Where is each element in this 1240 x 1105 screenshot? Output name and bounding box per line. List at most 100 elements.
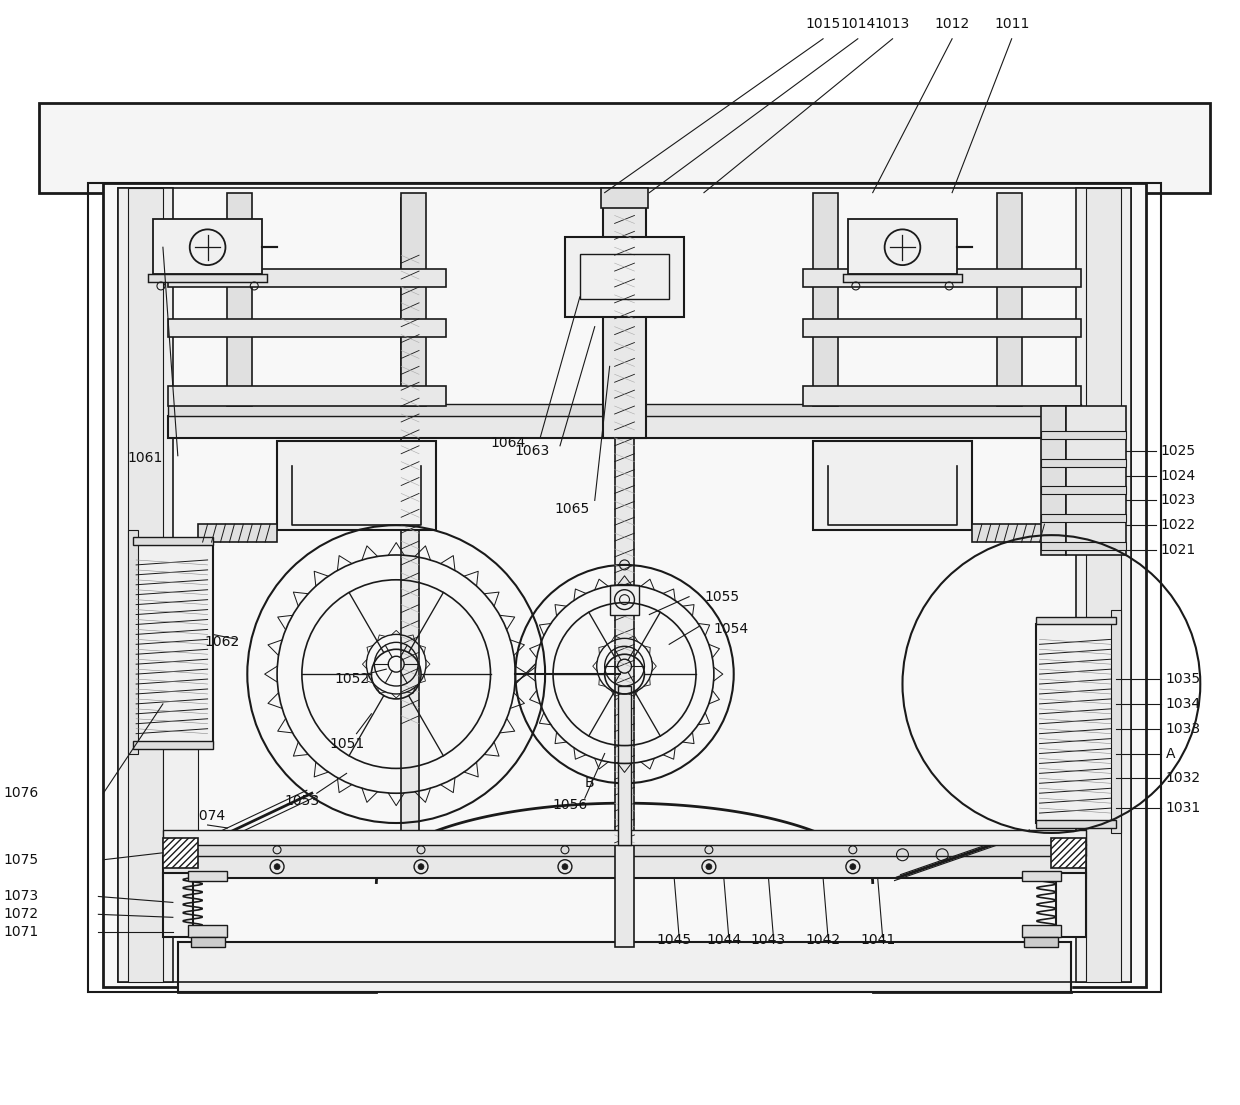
Bar — [610, 585, 640, 614]
Circle shape — [562, 864, 568, 870]
Bar — [843, 274, 962, 282]
Text: 1031: 1031 — [1166, 801, 1200, 815]
Polygon shape — [1052, 838, 1086, 867]
Bar — [1042, 406, 1066, 555]
Bar — [133, 740, 212, 748]
Bar — [1056, 873, 1086, 937]
Text: 1072: 1072 — [4, 907, 38, 922]
Bar — [1037, 617, 1116, 624]
Bar — [1042, 543, 1126, 550]
Text: 1051: 1051 — [329, 737, 365, 750]
Bar — [972, 524, 1052, 543]
Bar — [1042, 514, 1126, 523]
Bar — [167, 318, 446, 337]
Text: 1033: 1033 — [1166, 722, 1200, 736]
Text: 1021: 1021 — [1161, 543, 1195, 557]
Bar — [1111, 610, 1121, 833]
Bar — [1022, 871, 1061, 881]
Bar — [1042, 486, 1126, 494]
Bar — [615, 192, 635, 947]
Bar — [162, 855, 1086, 877]
Text: 1034: 1034 — [1166, 697, 1200, 711]
Bar — [1023, 937, 1058, 947]
Bar — [997, 192, 1022, 406]
Bar — [187, 925, 227, 937]
Bar — [402, 192, 427, 406]
Bar — [167, 415, 1081, 438]
Bar — [804, 318, 1081, 337]
Bar — [118, 188, 172, 982]
Bar — [1037, 820, 1116, 828]
Text: 1061: 1061 — [128, 451, 162, 465]
Bar — [603, 200, 646, 438]
Text: 1065: 1065 — [554, 503, 590, 516]
Text: 1062: 1062 — [205, 635, 241, 650]
Bar — [1042, 459, 1126, 466]
Text: 1022: 1022 — [1161, 518, 1195, 533]
Bar — [565, 238, 684, 317]
Text: 1035: 1035 — [1166, 672, 1200, 686]
Bar — [38, 103, 1210, 192]
Bar — [187, 871, 227, 881]
Circle shape — [849, 864, 856, 870]
Text: 1014: 1014 — [841, 17, 875, 31]
Text: 1053: 1053 — [284, 794, 320, 808]
Bar — [402, 198, 419, 843]
Bar — [148, 274, 267, 282]
Text: 1041: 1041 — [861, 933, 895, 947]
Bar — [162, 873, 192, 937]
Text: 1074: 1074 — [190, 809, 226, 823]
Text: 1052: 1052 — [334, 672, 370, 686]
Bar — [162, 830, 1086, 845]
Text: 1075: 1075 — [4, 853, 38, 866]
Bar — [1022, 925, 1061, 937]
Text: A: A — [1166, 747, 1176, 760]
Bar — [804, 387, 1081, 406]
Bar — [618, 686, 631, 845]
Bar — [1037, 624, 1116, 823]
Bar — [813, 192, 838, 406]
Bar — [804, 270, 1081, 287]
Circle shape — [418, 864, 424, 870]
Bar — [813, 441, 972, 530]
Text: 1055: 1055 — [704, 590, 739, 603]
Bar — [1086, 188, 1121, 982]
Text: 1015: 1015 — [806, 17, 841, 31]
Polygon shape — [162, 748, 197, 838]
Bar — [277, 441, 436, 530]
Bar — [153, 220, 262, 274]
Text: 1032: 1032 — [1166, 771, 1200, 786]
Text: 1011: 1011 — [994, 17, 1029, 31]
Circle shape — [274, 864, 280, 870]
Text: 1023: 1023 — [1161, 494, 1195, 507]
Text: 1012: 1012 — [935, 17, 970, 31]
Bar — [133, 537, 212, 545]
Text: 1044: 1044 — [707, 933, 742, 947]
Text: 1013: 1013 — [875, 17, 910, 31]
Text: 1073: 1073 — [4, 890, 38, 904]
Text: 1063: 1063 — [515, 444, 551, 457]
Polygon shape — [162, 838, 197, 867]
Bar — [128, 188, 162, 982]
Bar — [88, 182, 1161, 992]
Text: 1064: 1064 — [490, 435, 526, 450]
Text: B: B — [585, 777, 595, 790]
Text: 1024: 1024 — [1161, 469, 1195, 483]
Circle shape — [706, 864, 712, 870]
Bar — [1076, 188, 1131, 982]
Text: 1071: 1071 — [4, 925, 38, 939]
Bar — [103, 182, 1146, 987]
Bar — [1042, 431, 1126, 439]
Bar — [227, 192, 252, 406]
Text: 1054: 1054 — [714, 622, 749, 636]
Bar — [197, 524, 277, 543]
Bar — [167, 404, 1081, 415]
Text: 1076: 1076 — [4, 787, 38, 800]
Bar — [133, 545, 212, 744]
Text: 1025: 1025 — [1161, 444, 1195, 457]
Text: 1056: 1056 — [552, 798, 588, 812]
Bar — [167, 387, 446, 406]
Bar — [128, 530, 138, 754]
Bar — [118, 188, 1131, 982]
Bar — [1066, 406, 1126, 555]
